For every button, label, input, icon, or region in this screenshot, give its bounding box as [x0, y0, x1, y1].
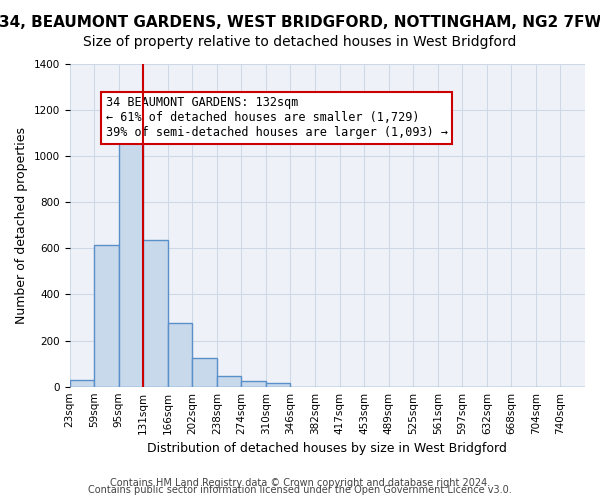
Bar	[119, 136, 143, 386]
Text: Size of property relative to detached houses in West Bridgford: Size of property relative to detached ho…	[83, 35, 517, 49]
Bar	[168, 324, 192, 386]
Text: Contains HM Land Registry data © Crown copyright and database right 2024.: Contains HM Land Registry data © Crown c…	[110, 478, 490, 488]
Bar	[192, 358, 217, 386]
Bar	[94, 245, 119, 386]
Text: Contains public sector information licensed under the Open Government Licence v3: Contains public sector information licen…	[88, 485, 512, 495]
Text: 34, BEAUMONT GARDENS, WEST BRIDGFORD, NOTTINGHAM, NG2 7FW: 34, BEAUMONT GARDENS, WEST BRIDGFORD, NO…	[0, 15, 600, 30]
Bar	[143, 240, 168, 386]
Text: 34 BEAUMONT GARDENS: 132sqm
← 61% of detached houses are smaller (1,729)
39% of : 34 BEAUMONT GARDENS: 132sqm ← 61% of det…	[106, 96, 448, 140]
Bar	[241, 381, 266, 386]
Bar	[266, 383, 290, 386]
Y-axis label: Number of detached properties: Number of detached properties	[15, 127, 28, 324]
Bar	[70, 380, 94, 386]
X-axis label: Distribution of detached houses by size in West Bridgford: Distribution of detached houses by size …	[148, 442, 507, 455]
Bar	[217, 376, 241, 386]
